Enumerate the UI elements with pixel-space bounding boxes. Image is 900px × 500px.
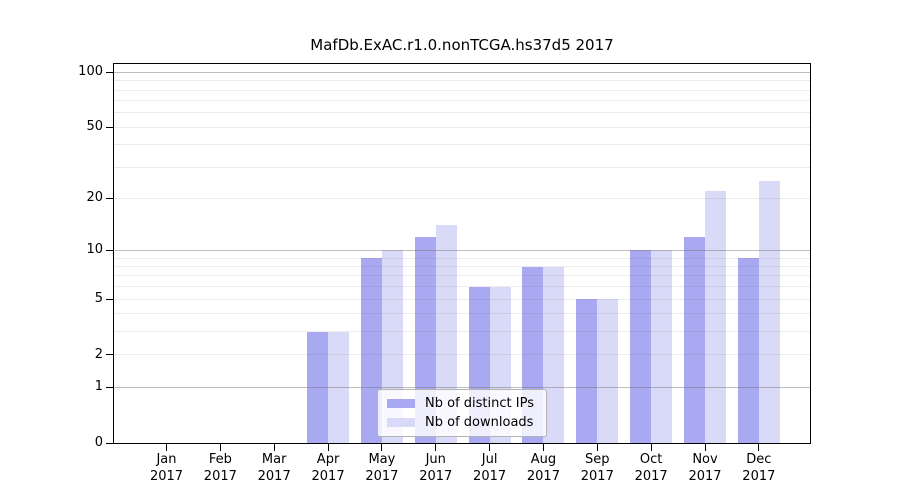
y-tick-mark-50 <box>106 126 113 128</box>
bar-nb-of-distinct-ips-nov <box>684 236 705 443</box>
gridline-3 <box>114 331 810 333</box>
y-tick-label-100: 100 <box>78 64 103 80</box>
plot-area: 0 1 2 5 10 20 50 100 Jan 2017 Feb 2017 Mar 2017 Apr 20… <box>78 63 811 484</box>
y-tick-mark-20 <box>106 197 113 199</box>
x-tick-mark-feb <box>219 444 221 451</box>
gridline-90 <box>114 80 810 82</box>
gridline-7 <box>114 275 810 277</box>
gridline-20 <box>114 197 810 199</box>
y-axis: 0 1 2 5 10 20 50 100 <box>78 64 810 450</box>
y-tick-mark-2 <box>106 354 113 356</box>
gridline-9 <box>114 257 810 259</box>
x-tick-label-nov: Nov 2017 <box>688 452 722 484</box>
y-tick-label-1: 1 <box>94 379 103 395</box>
bar-nb-of-downloads-sep <box>597 299 619 443</box>
legend-swatch-downloads <box>387 418 416 427</box>
gridline-50 <box>114 126 810 128</box>
gridline-6 <box>114 286 810 288</box>
x-tick-mark-dec <box>758 444 760 451</box>
bar-nb-of-downloads-jun <box>435 225 457 443</box>
gridline-2 <box>114 354 810 356</box>
gridline-60 <box>114 112 810 114</box>
gridline-70 <box>114 100 810 102</box>
legend-swatch-distinct-ips <box>387 399 416 408</box>
y-tick-label-50: 50 <box>86 119 103 135</box>
gridline-100 <box>114 71 810 73</box>
bar-nb-of-downloads-nov <box>705 191 726 443</box>
legend-label-downloads: Nb of downloads <box>425 415 534 430</box>
y-tick-label-2: 2 <box>94 346 103 362</box>
bar-nb-of-distinct-ips-may <box>360 258 382 443</box>
gridline-5 <box>114 298 810 300</box>
bar-nb-of-downloads-aug <box>543 266 565 443</box>
gridline-80 <box>114 89 810 91</box>
x-tick-mark-may <box>381 444 383 451</box>
x-tick-label-may: May 2017 <box>365 452 399 484</box>
bar-nb-of-downloads-oct <box>651 250 673 443</box>
y-tick-mark-0 <box>106 442 113 444</box>
x-tick-label-jan: Jan 2017 <box>149 452 184 484</box>
x-tick-label-jul: Jul 2017 <box>473 452 507 484</box>
bar-nb-of-downloads-apr <box>328 331 350 443</box>
x-tick-label-aug: Aug 2017 <box>526 452 560 484</box>
x-tick-label-sep: Sep 2017 <box>580 452 614 484</box>
gridline-8 <box>114 266 810 267</box>
bar-nb-of-downloads-dec <box>758 181 780 443</box>
gridline-10 <box>114 249 810 251</box>
bar-nb-of-distinct-ips-sep <box>576 299 598 443</box>
y-tick-label-5: 5 <box>94 291 103 307</box>
x-tick-mark-aug <box>542 444 544 451</box>
x-tick-mark-apr <box>327 444 329 451</box>
x-tick-label-mar: Mar 2017 <box>257 452 291 484</box>
x-tick-label-oct: Oct 2017 <box>634 452 668 484</box>
gridline-4 <box>114 313 810 315</box>
bar-nb-of-distinct-ips-dec <box>737 258 759 443</box>
x-tick-label-dec: Dec 2017 <box>742 452 776 484</box>
y-tick-mark-10 <box>106 249 113 251</box>
x-tick-label-apr: Apr 2017 <box>311 452 345 484</box>
bars-layer <box>114 64 810 443</box>
bar-nb-of-distinct-ips-oct <box>630 250 652 443</box>
gridline-1 <box>114 386 810 388</box>
x-tick-mark-sep <box>596 444 598 451</box>
x-tick-mark-jan <box>166 444 167 451</box>
gridlines-layer <box>114 64 810 443</box>
gridline-30 <box>114 166 810 168</box>
x-tick-label-feb: Feb 2017 <box>203 452 237 484</box>
y-tick-label-20: 20 <box>86 190 103 206</box>
x-axis: Jan 2017 Feb 2017 Mar 2017 Apr 2017 May 2017 Jun 20… <box>114 64 810 484</box>
legend-item-downloads: Nb of downloads <box>387 415 534 430</box>
x-tick-label-jun: Jun 2017 <box>419 452 453 484</box>
legend: Nb of distinct IPs Nb of downloads <box>377 389 547 437</box>
bar-nb-of-distinct-ips-apr <box>307 331 329 443</box>
y-tick-mark-5 <box>106 298 113 300</box>
x-tick-mark-nov <box>704 444 706 451</box>
x-tick-mark-jul <box>489 444 491 451</box>
x-tick-mark-mar <box>273 444 275 451</box>
legend-label-distinct-ips: Nb of distinct IPs <box>425 396 534 411</box>
x-tick-mark-jun <box>435 444 437 451</box>
y-tick-mark-100 <box>106 71 113 73</box>
chart-title: MafDb.ExAC.r1.0.nonTCGA.hs37d5 2017 <box>310 36 614 54</box>
y-tick-mark-1 <box>106 386 113 388</box>
x-tick-mark-oct <box>650 444 652 451</box>
y-tick-label-0: 0 <box>94 435 103 450</box>
y-tick-label-10: 10 <box>86 242 103 258</box>
gridline-40 <box>114 144 810 146</box>
legend-item-distinct-ips: Nb of distinct IPs <box>387 396 534 411</box>
